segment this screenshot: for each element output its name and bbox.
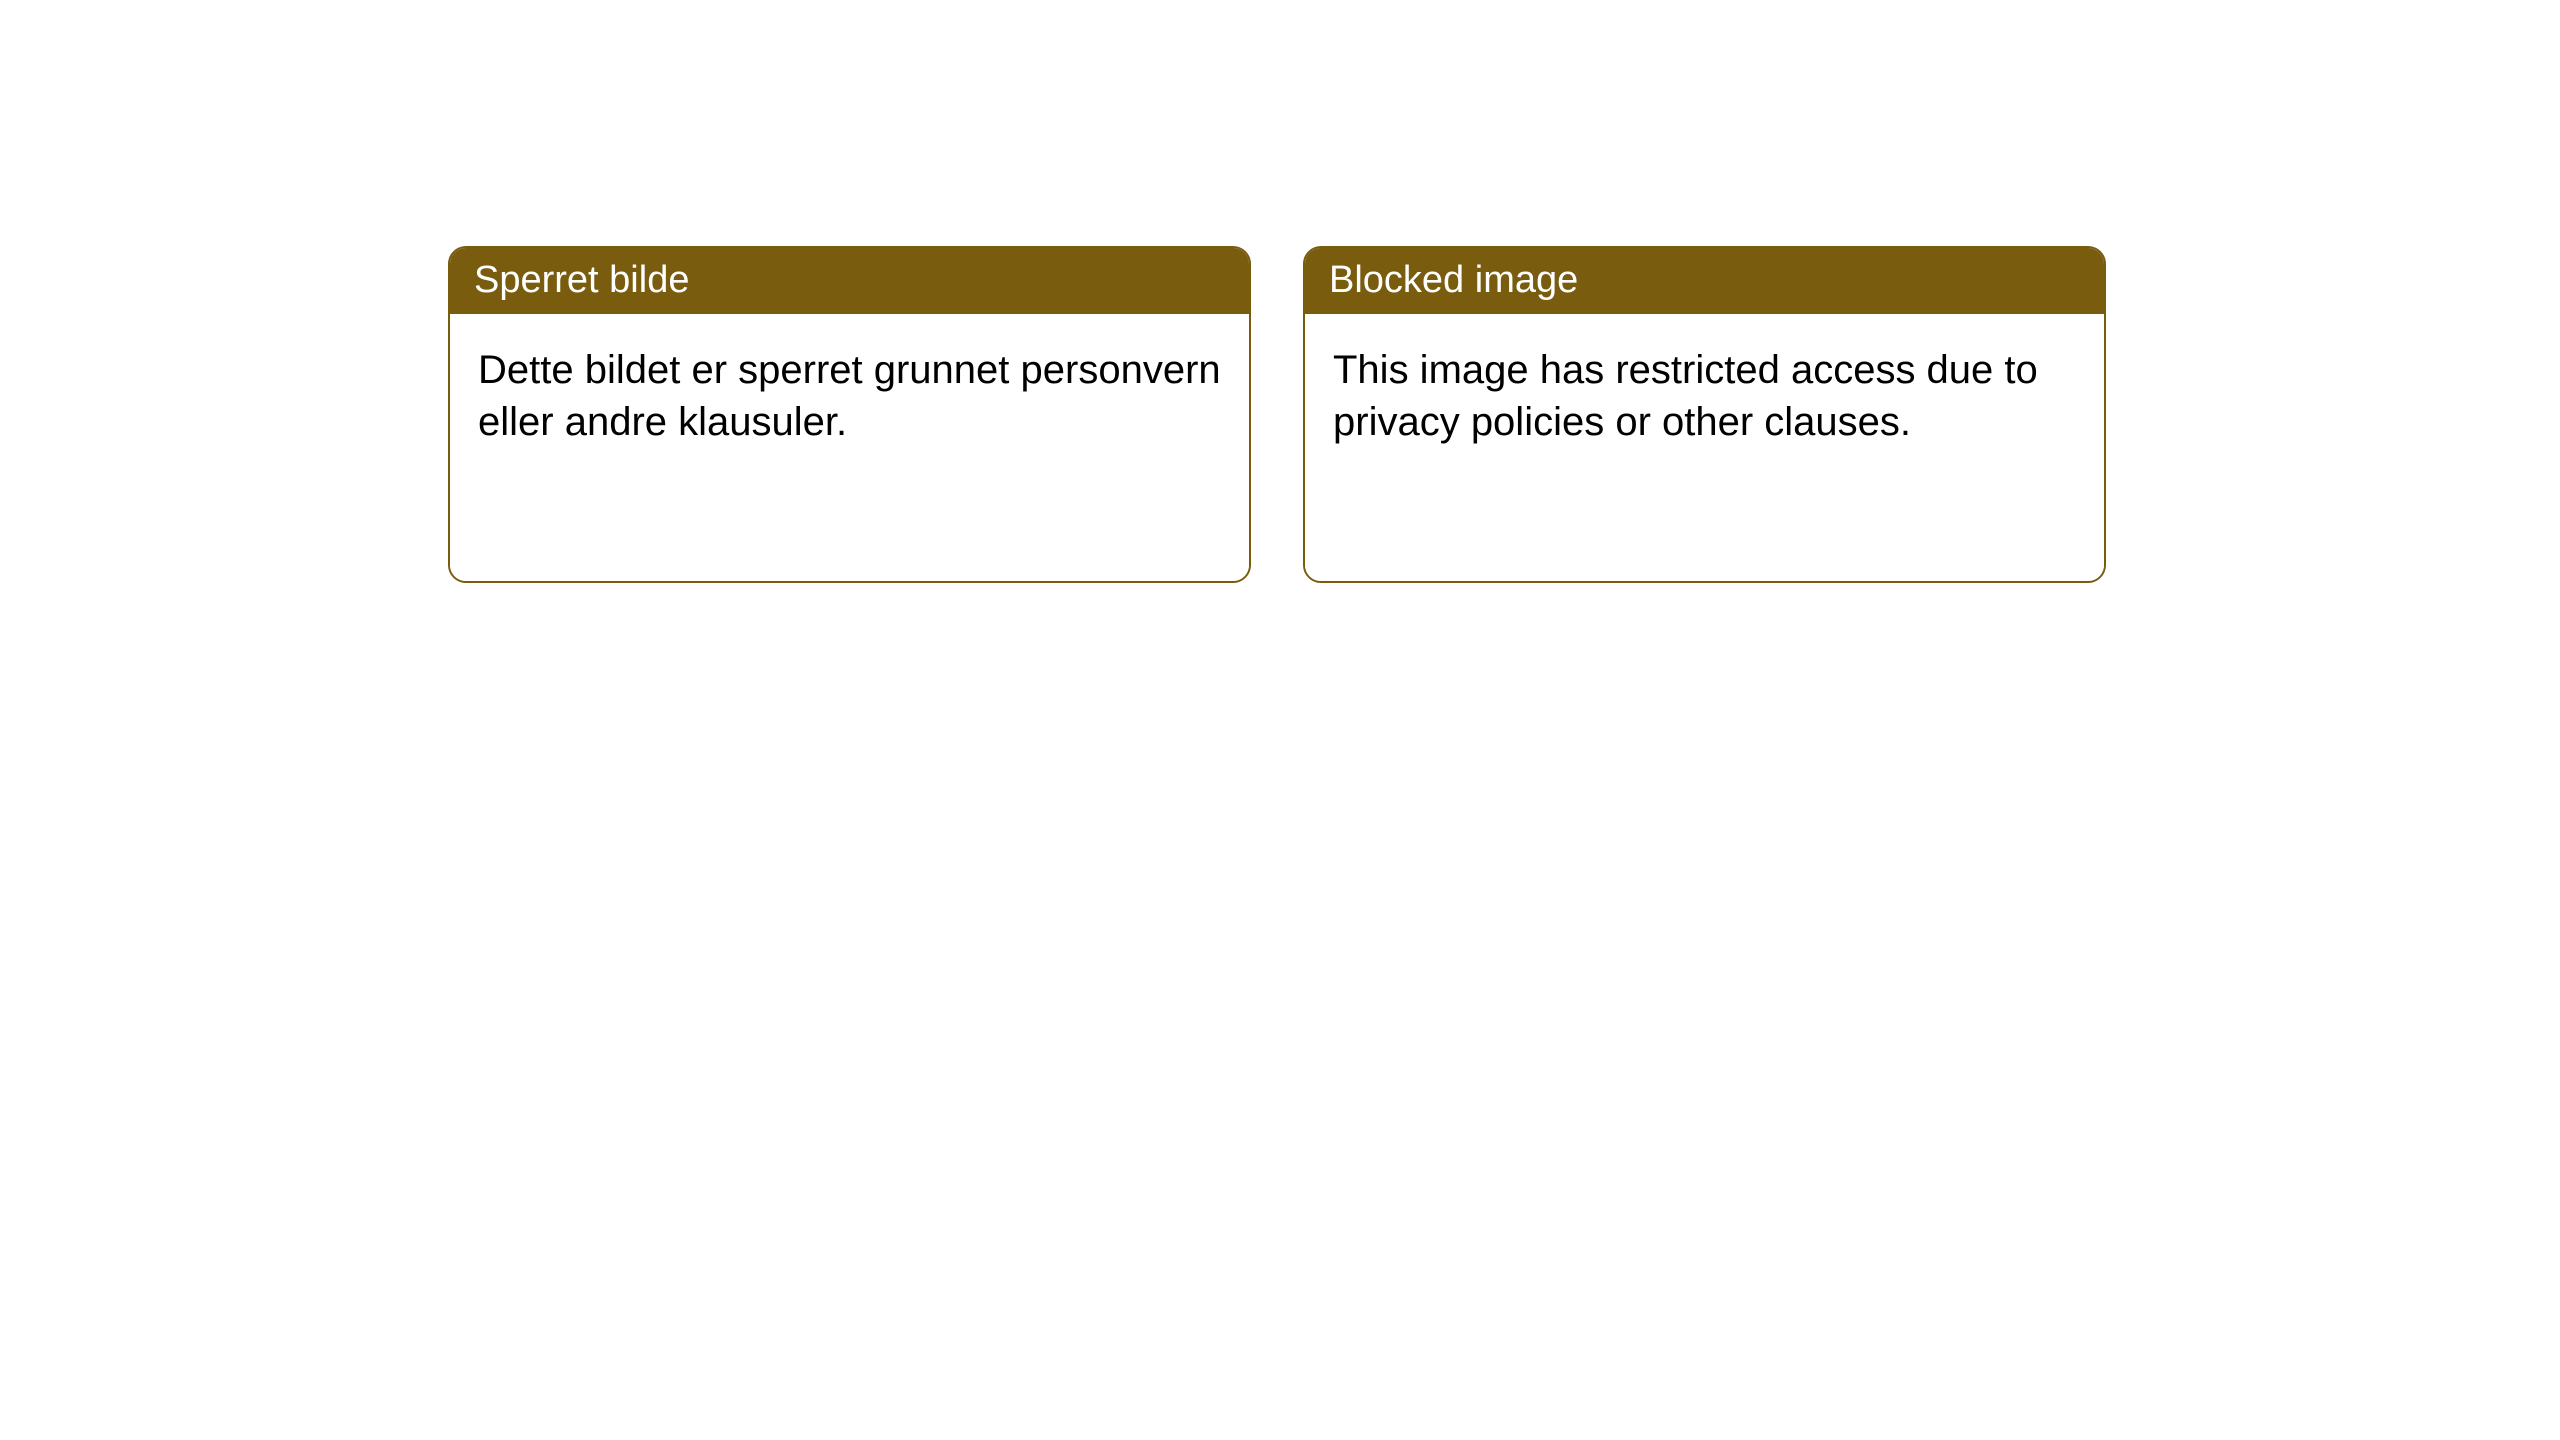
notice-body: Dette bildet er sperret grunnet personve… — [450, 314, 1249, 581]
notice-message: This image has restricted access due to … — [1333, 348, 2038, 444]
notice-header: Blocked image — [1305, 248, 2104, 314]
notice-title: Blocked image — [1329, 259, 1578, 301]
notice-message: Dette bildet er sperret grunnet personve… — [478, 348, 1221, 444]
notice-body: This image has restricted access due to … — [1305, 314, 2104, 581]
notice-panel-norwegian: Sperret bilde Dette bildet er sperret gr… — [448, 246, 1251, 583]
notice-header: Sperret bilde — [450, 248, 1249, 314]
notice-panels-container: Sperret bilde Dette bildet er sperret gr… — [448, 246, 2106, 583]
notice-title: Sperret bilde — [474, 259, 689, 301]
notice-panel-english: Blocked image This image has restricted … — [1303, 246, 2106, 583]
